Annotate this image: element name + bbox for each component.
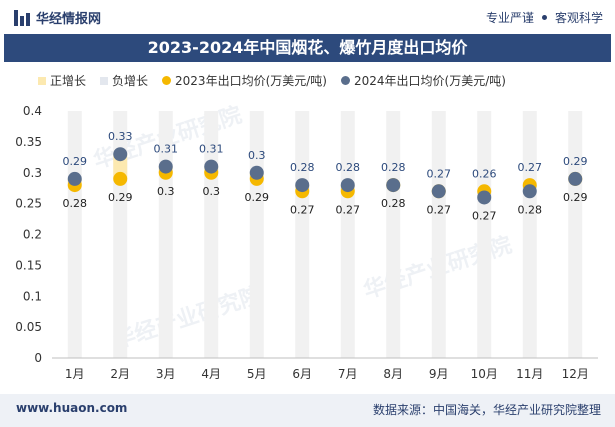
point-2023	[113, 171, 128, 186]
category-bar	[67, 111, 82, 358]
growth-segment	[113, 154, 128, 179]
data-label-2024: 0.31	[199, 143, 224, 156]
point-2024	[158, 159, 173, 174]
x-tick-label: 11月	[516, 367, 543, 381]
point-2024	[67, 171, 82, 186]
point-2024	[568, 171, 583, 186]
point-2024	[340, 178, 355, 193]
legend-item-2024: 2024年出口均价(万美元/吨)	[340, 72, 506, 89]
data-label-2024: 0.29	[563, 155, 588, 168]
point-2024	[386, 178, 401, 193]
footer-source: 数据来源：中国海关，华经产业研究院整理	[372, 403, 601, 417]
legend-positive-swatch	[38, 76, 46, 85]
x-tick-label: 5月	[247, 367, 267, 381]
data-label-2023: 0.29	[108, 191, 133, 204]
data-label-2024: 0.27	[427, 167, 452, 180]
x-tick-label: 7月	[338, 367, 358, 381]
data-label-2023: 0.27	[427, 203, 452, 216]
footer-band	[0, 394, 615, 427]
x-tick-label: 3月	[156, 367, 176, 381]
logo-text: 华经情报网	[36, 12, 102, 27]
logo-icon	[14, 9, 30, 26]
legend-negative-swatch	[100, 76, 109, 85]
x-tick-label: 2月	[110, 367, 130, 381]
category-bar	[295, 111, 310, 358]
legend-label: 正增长	[50, 74, 87, 88]
slogan-left: 专业严谨	[485, 11, 534, 25]
x-tick-label: 9月	[429, 367, 449, 381]
category-bar	[431, 111, 446, 358]
y-tick-label: 0	[34, 351, 42, 365]
chart-title: 2023-2024年中国烟花、爆竹月度出口均价	[4, 34, 611, 62]
y-tick-label: 0.25	[15, 197, 42, 211]
y-tick-label: 0.05	[15, 320, 42, 334]
point-2024	[522, 184, 537, 199]
legend-2024-swatch	[340, 76, 350, 85]
data-label-2023: 0.27	[336, 203, 361, 216]
y-tick-label: 0.2	[23, 228, 42, 242]
data-label-2023: 0.29	[563, 191, 588, 204]
data-label-2024: 0.28	[290, 161, 315, 174]
data-label-2024: 0.28	[336, 161, 361, 174]
data-label-2023: 0.28	[518, 203, 543, 216]
data-label-2024: 0.27	[518, 161, 543, 174]
data-label-2024: 0.33	[108, 130, 133, 143]
legend-label: 2024年出口均价(万美元/吨)	[353, 74, 506, 88]
category-bar	[568, 111, 583, 358]
data-label-2024: 0.28	[381, 161, 406, 174]
data-label-2023: 0.27	[472, 209, 497, 222]
point-2024	[477, 190, 492, 205]
point-2024	[295, 178, 310, 193]
data-label-2024: 0.26	[472, 167, 497, 180]
y-tick-label: 0.1	[23, 289, 42, 303]
data-label-2023: 0.28	[63, 197, 88, 210]
x-tick-label: 12月	[562, 367, 589, 381]
data-label-2023: 0.29	[245, 191, 270, 204]
category-bar	[522, 111, 537, 358]
x-tick-label: 4月	[201, 367, 221, 381]
chart-plot: 0 0.05 0.1 0.15 0.2 0.25 0.3 0.35 0.4 1月 2月 3月 4月 5月 6…	[15, 104, 598, 381]
legend-2023-swatch	[162, 76, 172, 85]
data-label-2023: 0.28	[381, 197, 406, 210]
data-label-2023: 0.3	[157, 185, 175, 198]
footer-website: www.huaon.com	[16, 401, 128, 415]
point-2024	[249, 165, 264, 180]
legend-item-negative: 负增长	[100, 72, 148, 89]
legend: 正增长 负增长 2023年出口均价(万美元/吨) 2024年出口均价(万美元/吨…	[38, 72, 506, 89]
y-tick-label: 0.4	[23, 104, 42, 118]
data-label-2023: 0.27	[290, 203, 315, 216]
slogan-right: 客观科学	[554, 11, 603, 25]
x-tick-label: 8月	[383, 367, 403, 381]
slogan: 专业严谨 客观科学	[486, 9, 603, 26]
category-bar	[340, 111, 355, 358]
data-label-2024: 0.3	[248, 149, 266, 162]
top-bar: 华经情报网 专业严谨 客观科学	[0, 0, 615, 34]
x-tick-label: 10月	[471, 367, 498, 381]
data-label-2024: 0.29	[63, 155, 88, 168]
y-tick-label: 0.15	[15, 258, 42, 272]
point-2024	[113, 147, 128, 162]
data-label-2024: 0.31	[154, 143, 179, 156]
legend-item-positive: 正增长	[38, 72, 86, 89]
category-bar	[386, 111, 401, 358]
point-2024	[204, 159, 219, 174]
slogan-dot-icon	[541, 15, 547, 20]
y-tick-label: 0.35	[15, 135, 42, 149]
logo: 华经情报网	[14, 8, 101, 27]
x-tick-label: 1月	[65, 367, 85, 381]
legend-label: 2023年出口均价(万美元/吨)	[175, 74, 327, 88]
legend-item-2023: 2023年出口均价(万美元/吨)	[162, 72, 327, 89]
y-tick-label: 0.3	[23, 166, 42, 180]
x-tick-label: 6月	[292, 367, 312, 381]
data-label-2023: 0.3	[203, 185, 221, 198]
category-bar	[477, 111, 492, 358]
point-2024	[431, 184, 446, 199]
legend-label: 负增长	[112, 74, 149, 88]
